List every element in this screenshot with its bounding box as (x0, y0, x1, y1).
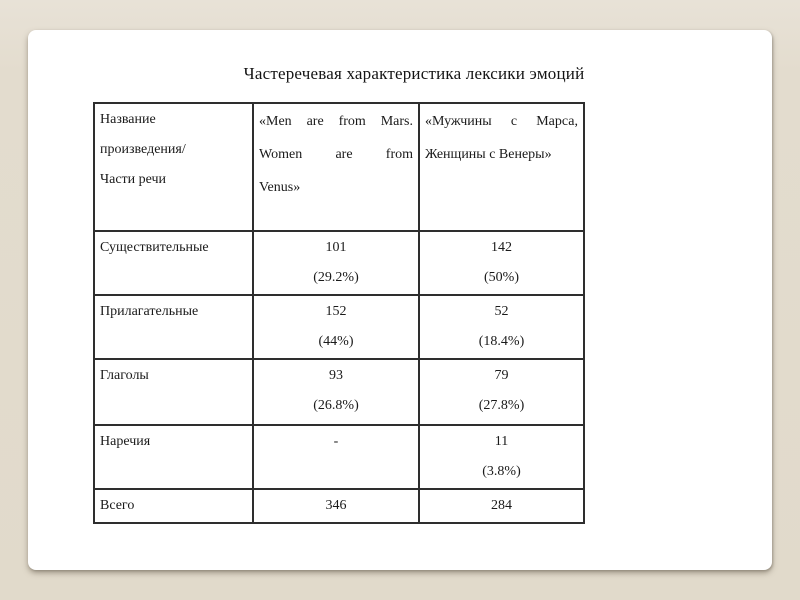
table-header-row: Название произведения/ Части речи «Men a… (93, 102, 585, 232)
percent-value: (18.4%) (478, 334, 525, 349)
header-parts-of-speech: Название произведения/ Части речи (93, 102, 254, 232)
percent-value: (44%) (318, 334, 354, 349)
percent-value: (26.8%) (313, 398, 359, 413)
slide-canvas: Частеречевая характеристика лексики эмоц… (28, 30, 772, 570)
row-label-nouns: Существительные (93, 230, 254, 296)
table-row-nouns: Существительные 101 (29.2%) 142 (50%) (93, 230, 585, 296)
count-value: 11 (494, 434, 509, 449)
header-line: Части речи (100, 172, 167, 187)
header-book-russian: «Мужчины с Марса, Женщины с Венеры» (418, 102, 585, 232)
header-line: «Men are from Mars. (259, 114, 413, 129)
row-label-total: Всего (93, 488, 254, 524)
header-line: «Мужчины с Марса, (425, 114, 578, 129)
table-row-total: Всего 346 284 (93, 488, 585, 524)
header-line: произведения/ (100, 142, 186, 157)
cell-total-venus: 284 (418, 488, 585, 524)
row-label-adverbs: Наречия (93, 424, 254, 490)
cell-adverbs-venus: 11 (3.8%) (418, 424, 585, 490)
cell-adjectives-venus: 52 (18.4%) (418, 294, 585, 360)
percent-value: (3.8%) (482, 464, 521, 479)
header-line: Venus» (259, 180, 301, 195)
cell-verbs-venus: 79 (27.8%) (418, 358, 585, 426)
header-line: Women are from (259, 147, 413, 162)
emotion-lexis-table: Название произведения/ Части речи «Men a… (93, 102, 585, 524)
cell-nouns-venus: 142 (50%) (418, 230, 585, 296)
cell-adverbs-mars: - (252, 424, 420, 490)
percent-value: (27.8%) (478, 398, 525, 413)
row-label-adjectives: Прилагательные (93, 294, 254, 360)
row-label-verbs: Глаголы (93, 358, 254, 426)
count-value: 79 (494, 368, 509, 383)
cell-nouns-mars: 101 (29.2%) (252, 230, 420, 296)
slide-title: Частеречевая характеристика лексики эмоц… (243, 64, 585, 83)
cell-verbs-mars: 93 (26.8%) (252, 358, 420, 426)
table-row-adjectives: Прилагательные 152 (44%) 52 (18.4%) (93, 294, 585, 360)
count-value: 142 (491, 240, 512, 255)
header-line: Название (100, 112, 156, 127)
count-value: 152 (325, 304, 347, 319)
percent-value: (29.2%) (313, 270, 359, 285)
count-value: 101 (325, 240, 347, 255)
table-row-adverbs: Наречия - 11 (3.8%) (93, 424, 585, 490)
percent-value: (50%) (484, 270, 519, 285)
count-value: 93 (329, 368, 343, 383)
cell-total-mars: 346 (252, 488, 420, 524)
header-line: Женщины с Венеры» (425, 147, 552, 162)
count-value: 52 (494, 304, 509, 319)
table-row-verbs: Глаголы 93 (26.8%) 79 (27.8%) (93, 358, 585, 426)
header-book-english: «Men are from Mars. Women are from Venus… (252, 102, 420, 232)
count-value: - (333, 434, 339, 449)
cell-adjectives-mars: 152 (44%) (252, 294, 420, 360)
